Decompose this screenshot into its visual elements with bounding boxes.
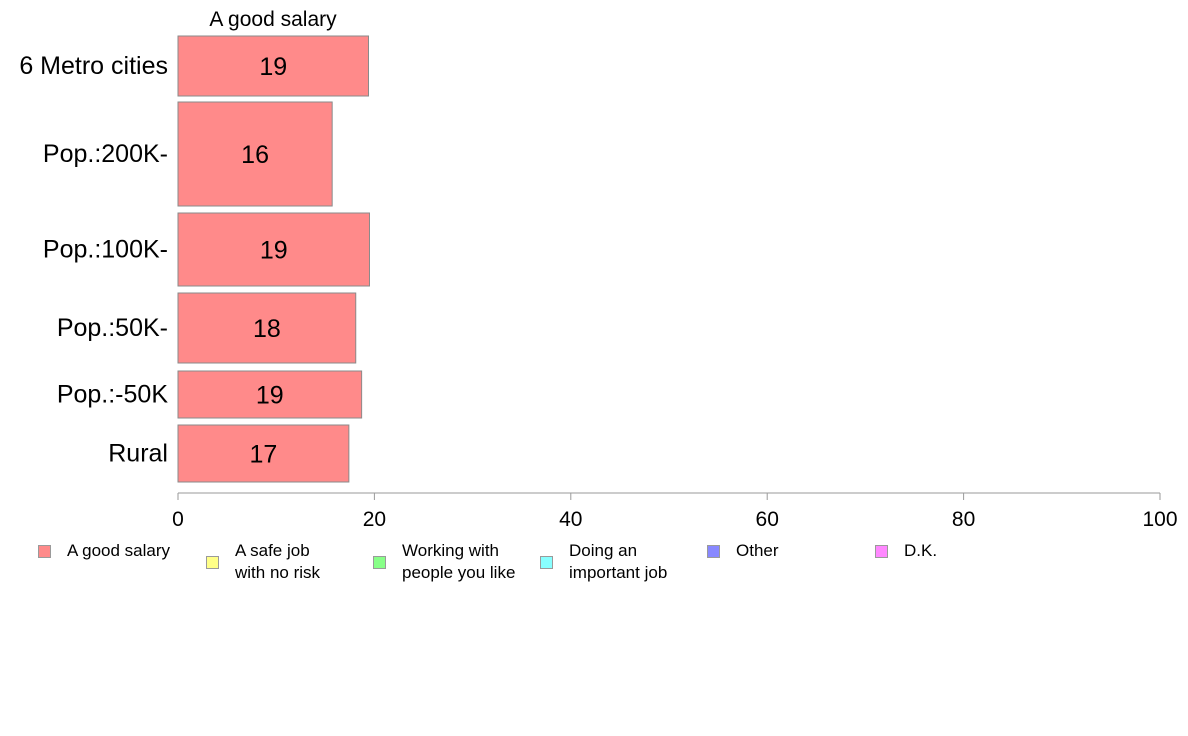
legend: A good salary A safe job with no risk Work… <box>0 540 1188 600</box>
bar-value-label: 17 <box>250 441 278 469</box>
category-label: Rural <box>108 440 168 468</box>
legend-item: D.K. <box>875 540 937 562</box>
bar <box>177 101 333 207</box>
bar <box>177 35 370 97</box>
legend-swatch <box>875 544 888 558</box>
bar <box>177 292 357 364</box>
chart: A good salary 6 Metro cities 19 Pop.:200K-… <box>19 8 1178 531</box>
legend-item: Working with people you like <box>373 540 515 584</box>
category-label: 6 Metro cities <box>19 52 168 80</box>
legend-label: A good salary <box>67 541 171 560</box>
legend-label: D.K. <box>904 541 938 560</box>
bars-layer: 6 Metro cities 19 Pop.:200K- 16 Pop.:100K- 19… <box>19 35 370 483</box>
x-tick-label: 100 <box>1142 508 1177 531</box>
legend-item: A safe job with no risk <box>206 540 320 584</box>
bar-value-label: 16 <box>241 141 269 169</box>
legend-label: A safe job with no risk <box>235 541 321 582</box>
category-label: Pop.:50K- <box>57 314 168 342</box>
x-tick-label: 40 <box>559 508 582 531</box>
legend-label: Other <box>736 541 779 560</box>
category-label: Pop.:200K- <box>43 140 168 168</box>
bar-value-label: 19 <box>259 53 287 81</box>
category-label: Pop.:-50K <box>57 381 169 409</box>
x-tick-label: 0 <box>172 508 184 531</box>
legend-label: Doing an important job <box>569 541 668 582</box>
bar-value-label: 19 <box>260 237 288 265</box>
x-tick-label: 80 <box>952 508 975 531</box>
legend-item: Other <box>707 540 779 562</box>
bar <box>177 424 350 483</box>
legend-swatch <box>373 555 386 569</box>
legend-swatch <box>707 544 720 558</box>
bar-value-label: 18 <box>253 315 281 343</box>
legend-item: A good salary <box>38 540 170 562</box>
legend-label: Working with people you like <box>402 541 516 582</box>
chart-title: A good salary <box>209 8 337 31</box>
legend-item: Doing an important job <box>540 540 667 584</box>
legend-swatch <box>38 544 51 558</box>
x-tick-label: 60 <box>756 508 779 531</box>
bar <box>177 370 363 419</box>
category-label: Pop.:100K- <box>43 236 168 264</box>
legend-swatch <box>206 555 219 569</box>
x-axis: 0 20 40 60 80 100 <box>172 492 1178 531</box>
bar <box>177 212 370 287</box>
bar-value-label: 19 <box>256 382 284 410</box>
legend-swatch <box>540 555 553 569</box>
x-tick-label: 20 <box>363 508 386 531</box>
